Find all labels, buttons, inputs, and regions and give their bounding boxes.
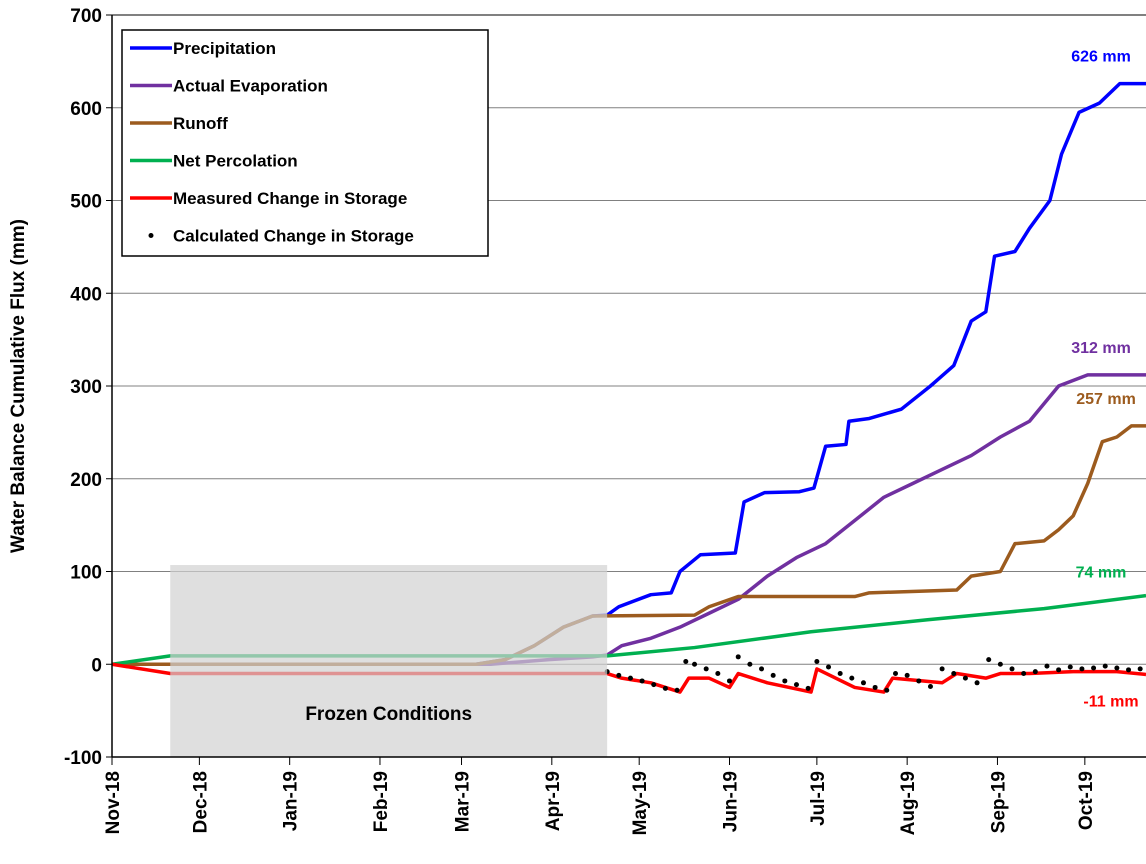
data-point — [916, 678, 922, 684]
data-point — [1114, 665, 1120, 671]
x-tick-label: May-19 — [630, 771, 651, 835]
x-tick-label: Mar-19 — [453, 771, 474, 832]
y-tick-label: 100 — [70, 563, 102, 584]
data-point — [1032, 669, 1038, 675]
end-label: 257 mm — [1076, 391, 1136, 408]
x-tick-label: Nov-18 — [103, 771, 124, 834]
x-tick-label: Aug-19 — [898, 771, 919, 835]
x-tick-label: Dec-18 — [190, 771, 211, 833]
data-point — [860, 680, 866, 686]
data-point — [904, 672, 910, 678]
data-point — [939, 666, 945, 672]
data-point — [1009, 666, 1015, 672]
legend-label: Measured Change in Storage — [173, 189, 407, 208]
data-point — [703, 666, 709, 672]
data-point — [683, 658, 689, 664]
data-point — [884, 687, 890, 693]
data-point — [1091, 665, 1097, 671]
shaded-region — [170, 565, 608, 757]
data-point — [726, 678, 732, 684]
end-label: 312 mm — [1071, 340, 1131, 357]
end-label: 626 mm — [1071, 49, 1131, 66]
x-tick-label: Oct-19 — [1076, 771, 1097, 830]
legend-box — [121, 29, 489, 257]
data-point — [715, 671, 721, 677]
y-tick-label: 500 — [70, 192, 102, 213]
x-tick-label: Feb-19 — [371, 771, 392, 832]
data-point — [1056, 667, 1062, 673]
legend-label: Actual Evaporation — [173, 77, 328, 96]
x-tick-label: Sep-19 — [988, 771, 1009, 833]
data-point — [627, 675, 633, 681]
y-tick-label: 200 — [70, 470, 102, 491]
y-tick-label: 700 — [70, 6, 102, 27]
x-tick-label: Jul-19 — [808, 771, 829, 826]
y-tick-label: -100 — [64, 748, 102, 769]
data-point — [651, 682, 657, 688]
y-tick-label: 300 — [70, 377, 102, 398]
legend: Precipitation Actual Evaporation Runoff Net… — [121, 29, 489, 257]
data-point — [951, 671, 957, 677]
data-point — [1102, 663, 1108, 669]
data-point — [927, 684, 933, 690]
data-point — [759, 666, 765, 672]
legend-label: Net Percolation — [173, 152, 298, 171]
data-point — [962, 675, 968, 681]
data-point — [616, 672, 622, 678]
end-label: -11 mm — [1083, 693, 1138, 710]
data-point — [639, 678, 645, 684]
region-label: Frozen Conditions — [305, 704, 472, 725]
data-point — [1137, 666, 1143, 672]
y-tick-label: 400 — [70, 284, 102, 305]
data-point — [826, 664, 832, 670]
y-tick-label: 0 — [91, 655, 102, 676]
legend-label: Calculated Change in Storage — [173, 227, 414, 246]
data-point — [747, 661, 753, 667]
data-point — [793, 682, 799, 688]
legend-marker — [148, 233, 154, 238]
data-point — [805, 685, 811, 691]
data-point — [837, 671, 843, 677]
data-point — [814, 658, 820, 664]
data-point — [849, 675, 855, 681]
data-point — [1079, 666, 1085, 672]
data-point — [692, 661, 698, 667]
legend-label: Runoff — [173, 114, 228, 133]
data-point — [1021, 671, 1027, 677]
data-point — [770, 672, 776, 678]
data-point — [674, 687, 680, 693]
series-line — [111, 662, 1146, 694]
data-point — [893, 671, 899, 677]
data-point — [782, 678, 788, 684]
x-tick-label: Jun-19 — [720, 771, 741, 832]
data-point — [986, 657, 992, 663]
data-point — [872, 684, 878, 690]
data-point — [662, 685, 668, 691]
data-point — [974, 680, 980, 686]
legend-label: Precipitation — [173, 39, 276, 58]
data-point — [1126, 667, 1132, 673]
x-tick-label: Apr-19 — [543, 771, 564, 831]
data-point — [1044, 663, 1050, 669]
x-tick-label: Jan-19 — [281, 771, 302, 831]
end-label: 74 mm — [1076, 565, 1127, 582]
data-point — [997, 661, 1003, 667]
data-point — [1067, 664, 1073, 670]
y-axis-label: Water Balance Cumulative Flux (mm) — [8, 219, 29, 553]
y-tick-label: 600 — [70, 99, 102, 120]
data-point — [735, 654, 741, 660]
